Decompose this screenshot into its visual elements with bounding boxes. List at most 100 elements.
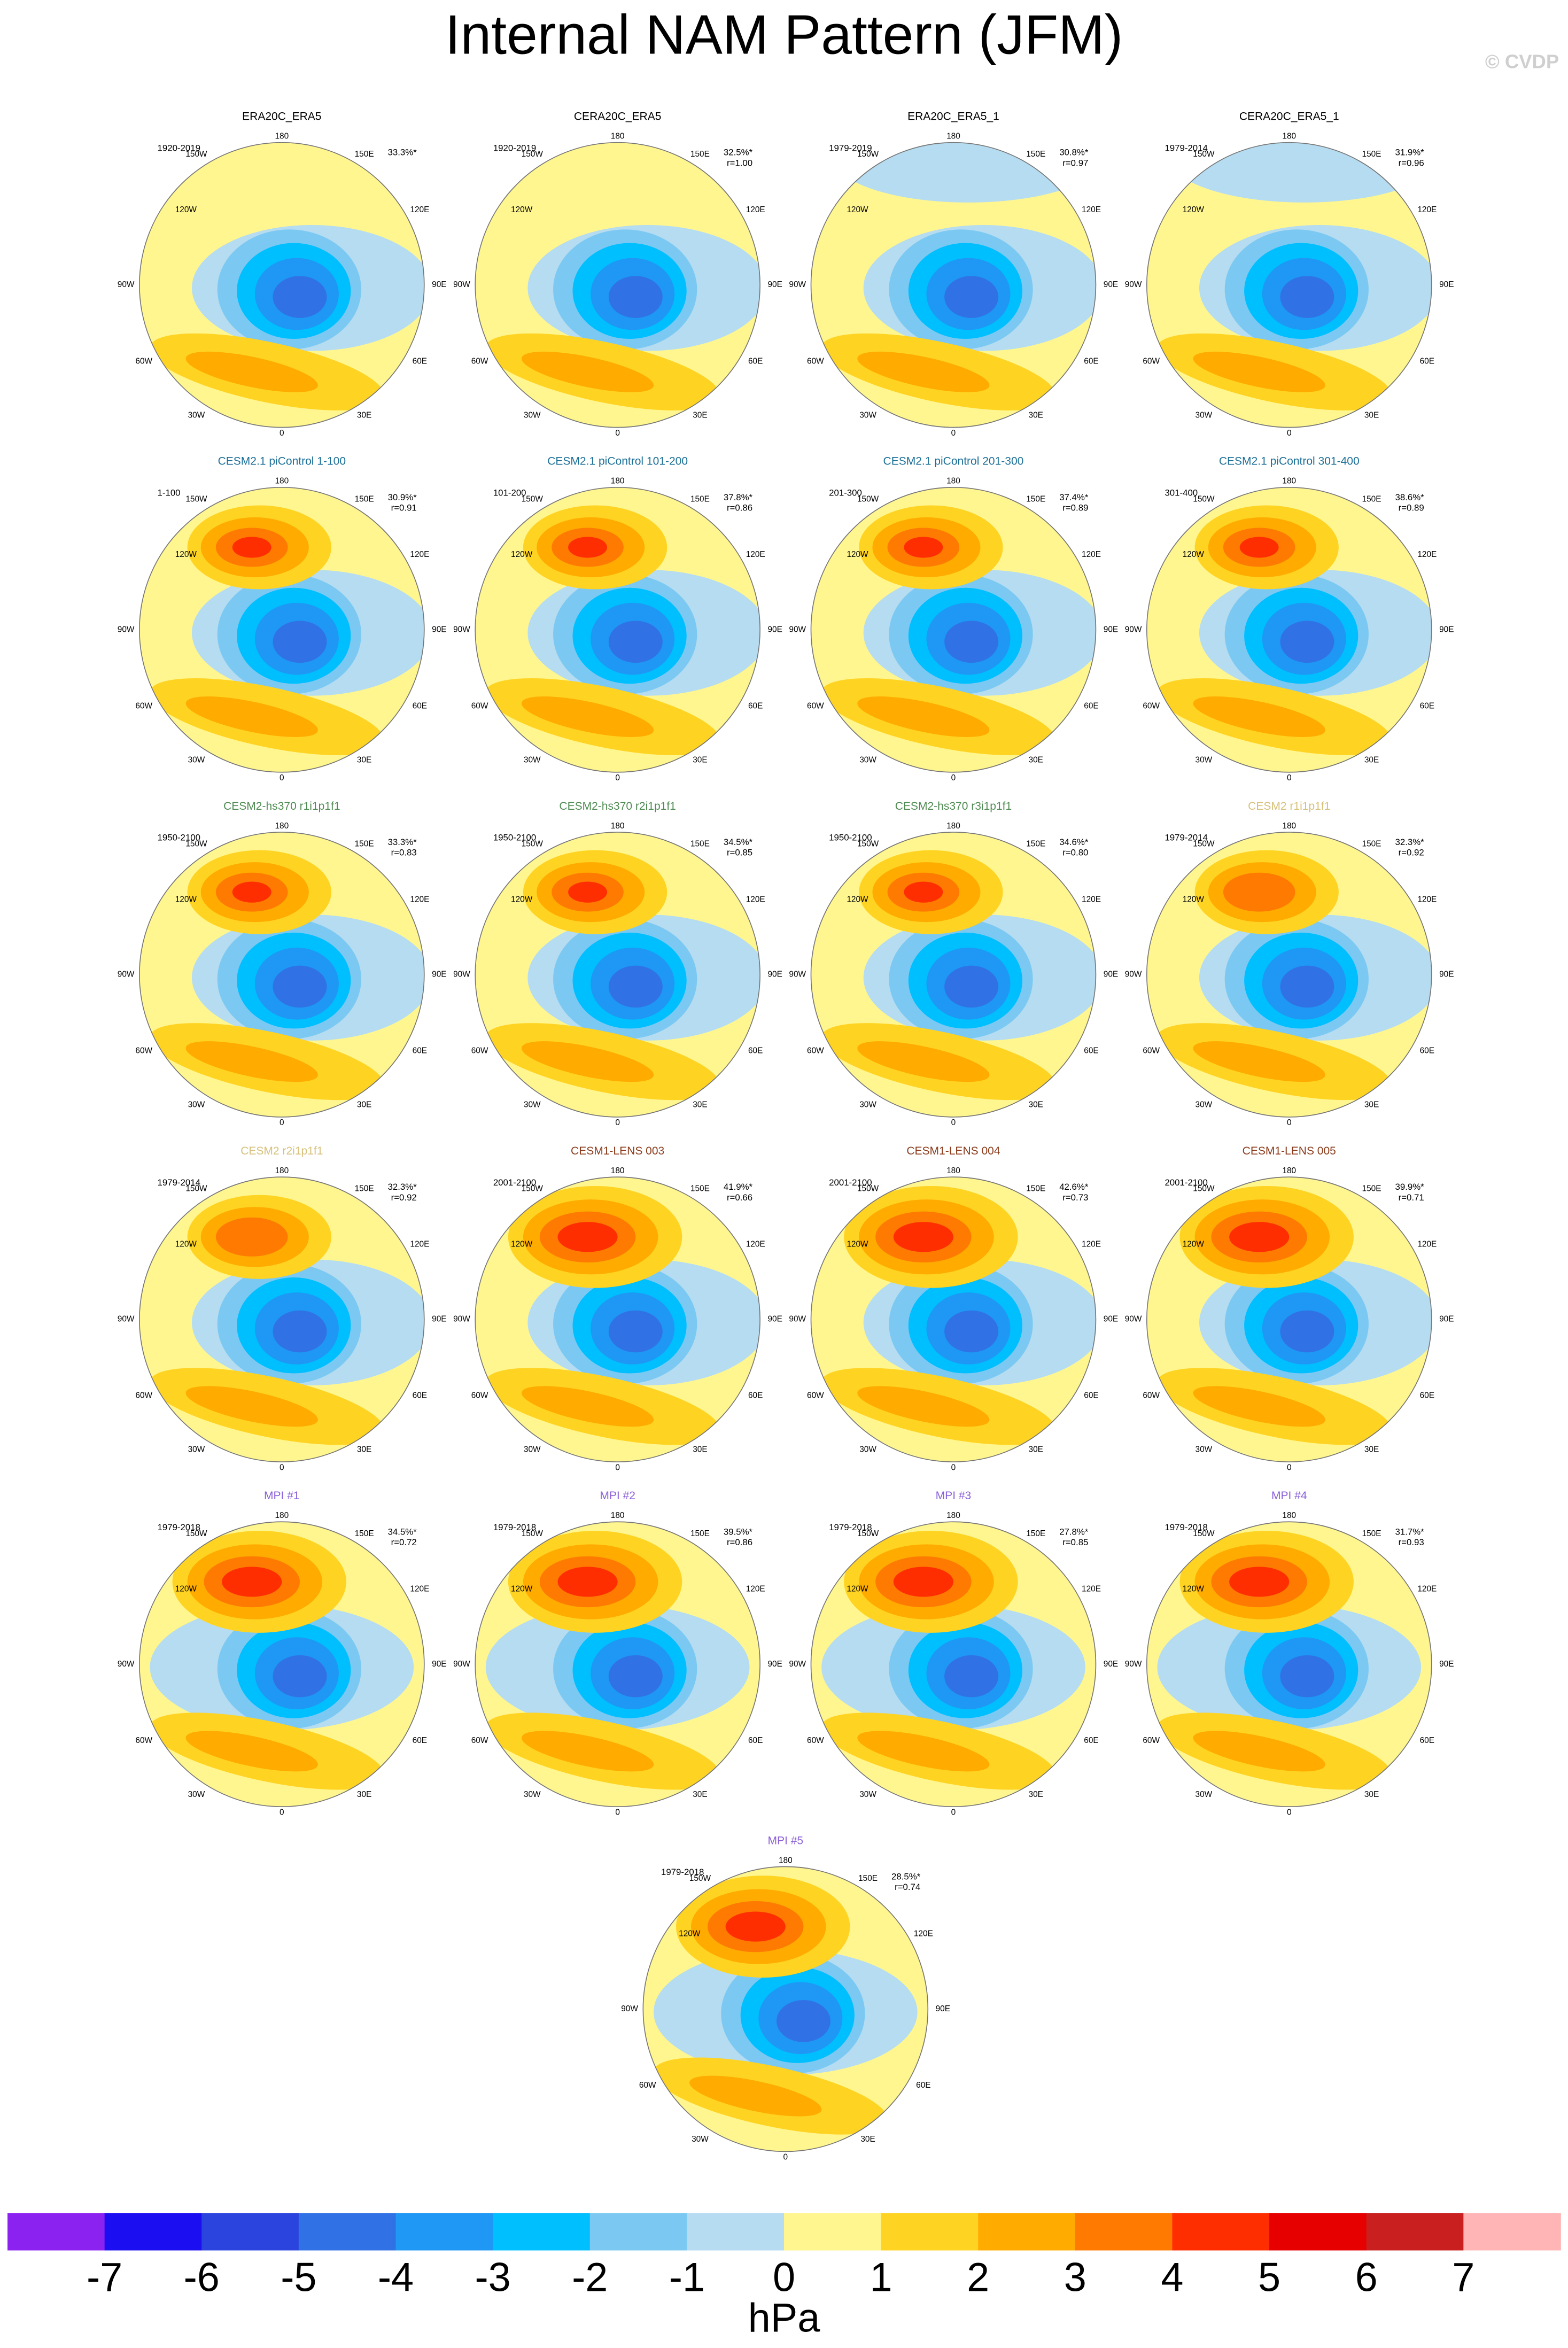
map-outline — [810, 1521, 1097, 1808]
panel-variance: 42.6%* — [1059, 1182, 1089, 1192]
lon-label: 150E — [1362, 150, 1381, 159]
field-pos — [185, 696, 318, 737]
panel-variance: 31.9%* — [1395, 148, 1425, 158]
panel-variance: 34.5%* — [724, 837, 753, 847]
panel-period: 1950-2100 — [493, 833, 536, 843]
lon-label: 60E — [748, 1391, 763, 1400]
map-outline — [139, 1521, 425, 1808]
lon-label: 60E — [1084, 701, 1098, 710]
map-outline — [139, 832, 425, 1118]
lon-label: 120E — [1082, 205, 1101, 214]
lon-label: 30E — [1364, 410, 1379, 420]
lon-label: 120E — [746, 205, 765, 214]
lon-label: 150E — [1026, 839, 1045, 848]
lon-label: 120E — [410, 550, 429, 559]
lon-label: 180 — [1282, 477, 1296, 486]
lon-label: 90W — [789, 625, 806, 634]
lon-label: 60E — [1084, 357, 1098, 366]
lon-label: 60E — [413, 701, 427, 710]
field-pos — [904, 537, 943, 558]
colorbar-tick-label: -2 — [572, 2255, 608, 2300]
lon-label: 120W — [175, 205, 197, 214]
panel-variance: 39.9%* — [1395, 1182, 1425, 1192]
lon-label: 60E — [748, 1047, 763, 1056]
lon-label: 90W — [789, 1315, 806, 1324]
map-panel: 180 150W 150E 120W 120E 90W 90E 60W 60E 30W 30E 0 CE… — [1125, 800, 1454, 1127]
colorbar-box — [687, 2213, 785, 2251]
map-panel: 180 150W 150E 120W 120E 90W 90E 60W 60E 30W 30E 0 CE… — [118, 455, 447, 782]
lon-label: 120E — [1417, 550, 1437, 559]
field-pos — [1223, 872, 1295, 912]
map-outline — [475, 142, 760, 428]
lon-label: 30W — [524, 755, 541, 764]
field — [643, 1866, 928, 2152]
lon-label: 30W — [188, 1790, 205, 1799]
lon-label: 180 — [611, 1511, 625, 1520]
panel-title: CERA20C_ERA5_1 — [1239, 111, 1339, 123]
lon-label: 30W — [524, 1445, 541, 1454]
lon-label: 90W — [453, 970, 470, 979]
lon-label: 60W — [471, 1047, 488, 1056]
lon-label: 180 — [779, 1856, 793, 1865]
panel-period: 1920-2019 — [158, 143, 200, 153]
lon-label: 0 — [783, 2153, 788, 2162]
panel-title: CESM2.1 piControl 101-200 — [547, 455, 688, 468]
field-pos — [521, 1041, 654, 1082]
lon-label: 30W — [859, 755, 876, 764]
lon-label: 120W — [847, 1585, 868, 1594]
lon-label: 0 — [951, 773, 956, 782]
lon-label: 90E — [432, 280, 446, 289]
lon-label: 150W — [1193, 1529, 1215, 1538]
map-panel: 180 150W 150E 120W 120E 90W 90E 60W 60E 30W 30E 0 CE… — [453, 111, 782, 438]
field-pos — [521, 351, 654, 392]
panel-title: CESM2-hs370 r1i1p1f1 — [223, 800, 340, 812]
lon-label: 60W — [471, 1391, 488, 1400]
colorbar-tick-label: 0 — [773, 2255, 795, 2300]
panel-title: CESM2.1 piControl 1-100 — [218, 455, 346, 468]
map-panel: 180 150W 150E 120W 120E 90W 90E 60W 60E 30W 30E 0 CE… — [1125, 455, 1454, 782]
lon-label: 30E — [1029, 410, 1043, 420]
lon-label: 120E — [1417, 895, 1437, 904]
field — [1146, 1177, 1432, 1462]
field-neg — [944, 276, 999, 318]
field — [139, 142, 424, 428]
colorbar-tick-label: -6 — [184, 2255, 220, 2300]
map-outline — [1146, 486, 1432, 773]
lon-label: 150E — [690, 1529, 710, 1538]
lon-label: 60E — [1420, 1391, 1434, 1400]
field-pos — [893, 1567, 953, 1597]
lon-label: 90E — [767, 1660, 782, 1669]
map-outline — [810, 142, 1097, 428]
field — [811, 487, 1096, 772]
field — [475, 487, 760, 772]
lon-label: 30W — [188, 1101, 205, 1110]
lon-label: 150W — [185, 839, 207, 848]
panel-variance: 38.6%* — [1395, 492, 1425, 502]
field-pos — [568, 881, 608, 903]
colorbar-label: hPa — [748, 2295, 821, 2341]
lon-label: 90E — [1439, 625, 1454, 634]
field-neg — [944, 621, 999, 663]
panel-correlation: r=0.96 — [1399, 158, 1424, 168]
lon-label: 150E — [858, 1874, 878, 1883]
lon-label: 120E — [746, 550, 765, 559]
lon-label: 60W — [135, 357, 152, 366]
map-panel: 180 150W 150E 120W 120E 90W 90E 60W 60E 30W 30E 0 ER… — [789, 111, 1118, 438]
lon-label: 180 — [946, 1166, 960, 1175]
panel-title: CESM2.1 piControl 301-400 — [1219, 455, 1360, 468]
panel-period: 1979-2014 — [1165, 833, 1207, 843]
field-pos — [893, 1222, 953, 1252]
map-outline — [642, 1866, 929, 2152]
map-outline — [1146, 1521, 1432, 1808]
colorbar-tick-label: -3 — [475, 2255, 510, 2300]
panel-period: 1979-2018 — [1165, 1522, 1207, 1532]
lon-label: 90E — [1104, 280, 1118, 289]
field-pos — [1193, 1041, 1325, 1082]
lon-label: 120W — [175, 550, 197, 559]
map-outline — [475, 1176, 760, 1462]
lon-label: 180 — [275, 132, 289, 141]
colorbar-box — [1075, 2213, 1173, 2251]
field-neg — [1169, 142, 1432, 203]
lon-label: 90W — [621, 2004, 638, 2013]
